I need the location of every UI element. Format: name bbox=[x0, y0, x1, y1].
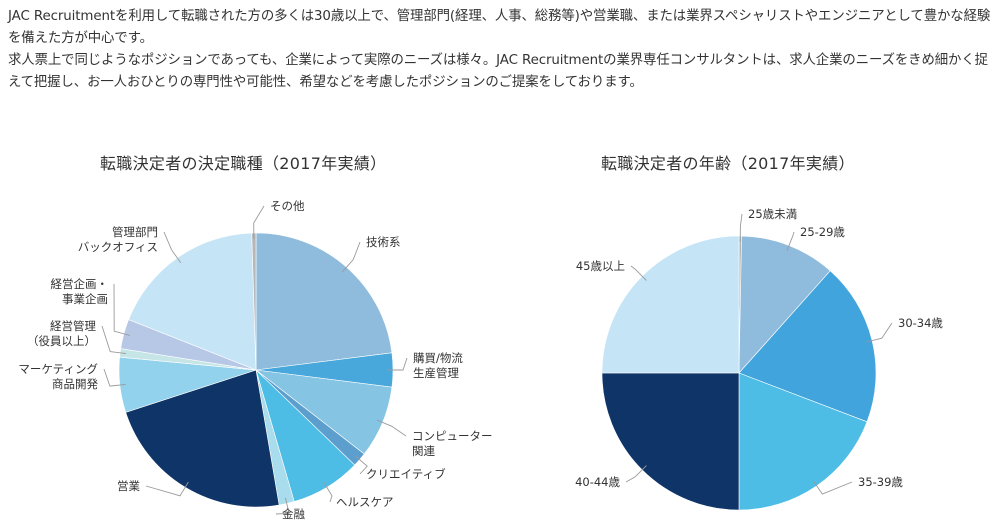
age-leader-line-5 bbox=[630, 265, 647, 281]
age-leader-line-4 bbox=[625, 465, 647, 483]
occupation-leader-line-0 bbox=[342, 241, 361, 272]
occupation-slice-label-2: コンピューター関連 bbox=[412, 429, 493, 458]
intro-text: JAC Recruitmentを利用して転職された方の多くは30歳以上で、管理部… bbox=[8, 6, 994, 94]
occupation-slice-label-3: クリエイティブ bbox=[366, 467, 446, 481]
occupation-leader-line-8 bbox=[101, 325, 127, 355]
occupation-slice-label-1: 購買/物流生産管理 bbox=[413, 351, 463, 380]
occupation-slice-label-6: 営業 bbox=[117, 479, 140, 493]
occupation-leader-line-4 bbox=[323, 481, 333, 503]
age-leader-line-1 bbox=[786, 231, 795, 252]
occupation-leader-line-2 bbox=[376, 419, 407, 437]
occupation-slice-label-0: 技術系 bbox=[366, 235, 401, 249]
occupation-slice-label-8: 経営管理（役員以上） bbox=[27, 319, 96, 348]
age-slice-5 bbox=[601, 235, 740, 374]
age-leader-line-2 bbox=[866, 322, 893, 343]
age-slice-label-3: 35-39歳 bbox=[858, 475, 903, 489]
occupation-chart-title: 転職決定者の決定職種（2017年実績） bbox=[100, 154, 387, 173]
occupation-leader-line-7 bbox=[103, 368, 126, 387]
intro-line-1: JAC Recruitmentを利用して転職された方の多くは30歳以上で、管理部… bbox=[8, 9, 991, 46]
age-slice-label-5: 45歳以上 bbox=[576, 259, 625, 273]
occupation-leader-line-3 bbox=[354, 455, 368, 475]
occupation-slice-label-9: 経営企画・事業企画 bbox=[51, 277, 109, 306]
age-chart-title: 転職決定者の年齢（2017年実績） bbox=[601, 154, 855, 173]
occupation-slice-label-10: 管理部門バックオフィス bbox=[78, 225, 158, 254]
age-leader-line-3 bbox=[812, 480, 853, 495]
occupation-leader-line-9 bbox=[113, 283, 130, 336]
age-slice-label-1: 25-29歳 bbox=[800, 225, 845, 239]
age-slice-4 bbox=[601, 372, 740, 511]
age-slice-label-0: 25歳未満 bbox=[748, 207, 797, 221]
occupation-leader-line-5 bbox=[275, 497, 290, 515]
age-leader-line-0 bbox=[739, 213, 743, 243]
occupation-leader-line-1 bbox=[387, 357, 408, 371]
age-slice-label-4: 40-44歳 bbox=[575, 475, 620, 489]
occupation-slice-label-5: 金融 bbox=[282, 507, 305, 521]
occupation-slice-label-11: その他 bbox=[270, 199, 305, 213]
occupation-leader-line-6 bbox=[145, 481, 189, 497]
age-slice-label-2: 30-34歳 bbox=[898, 316, 943, 330]
occupation-leader-line-11 bbox=[253, 205, 265, 240]
occupation-slice-label-7: マーケティング商品開発 bbox=[18, 362, 98, 391]
intro-line-2: 求人票上で同じようなポジションであっても、企業によって実際のニーズは様々。JAC… bbox=[8, 53, 988, 90]
occupation-leader-line-10 bbox=[163, 231, 182, 264]
occupation-slice-label-4: ヘルスケア bbox=[336, 495, 394, 509]
occupation-slice-0 bbox=[255, 232, 393, 371]
